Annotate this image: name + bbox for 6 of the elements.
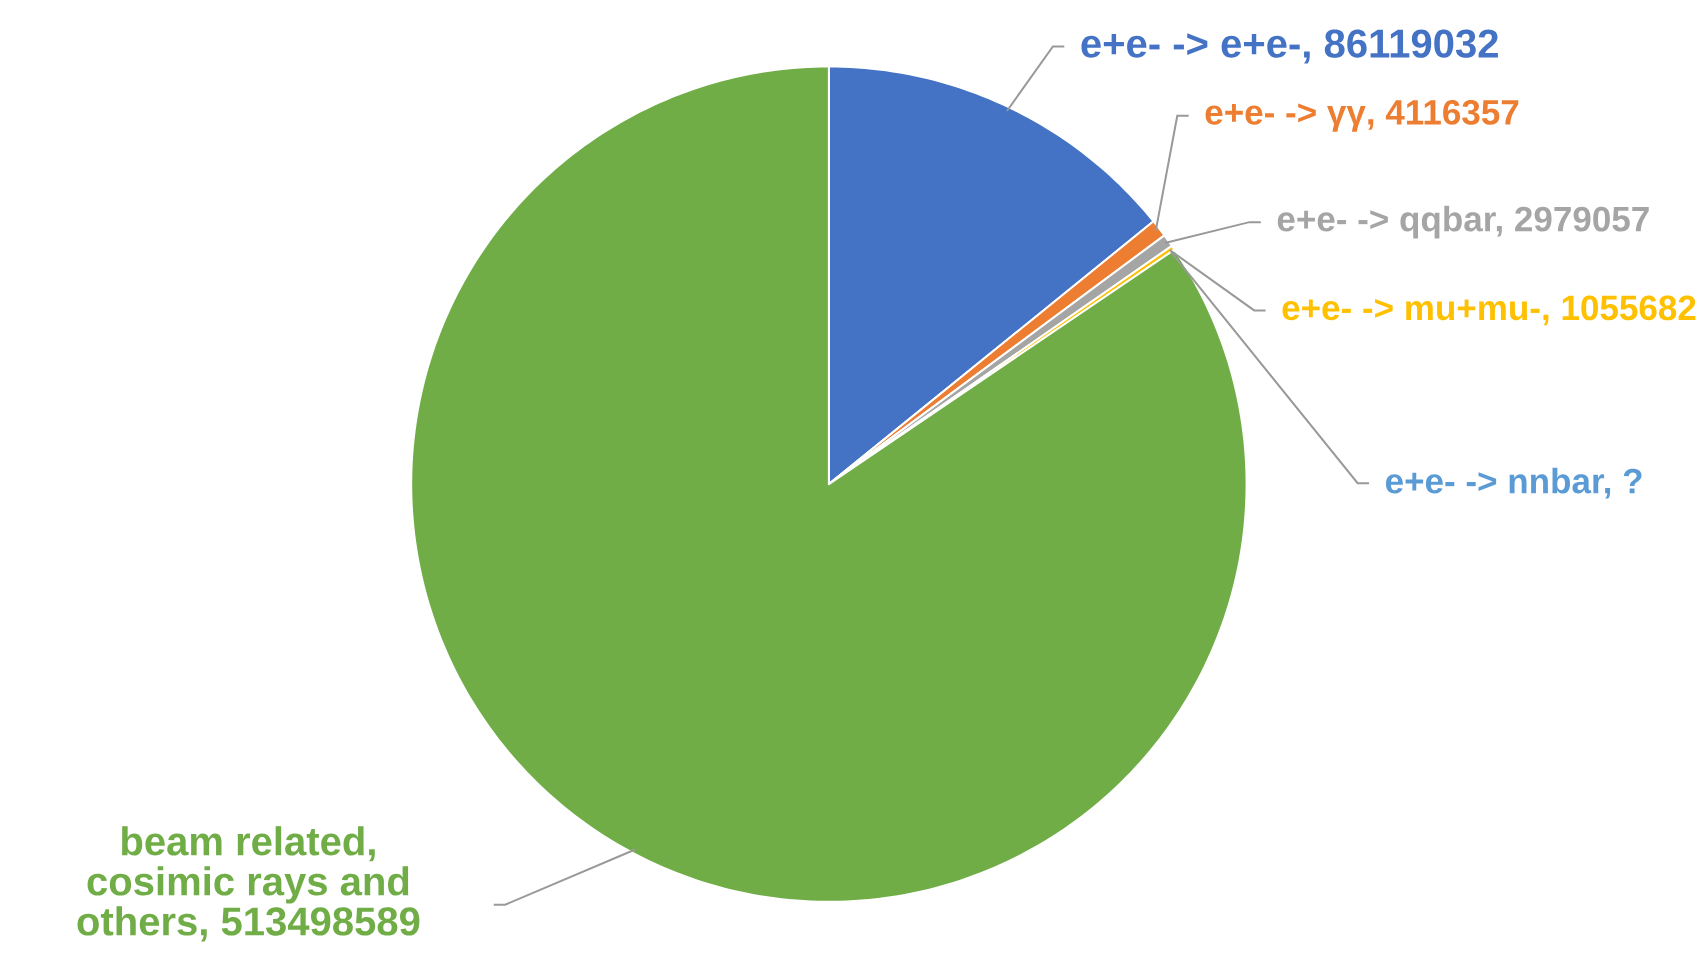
slice-label: beam related, cosimic rays and others, 513498589 [77, 826, 420, 942]
slice-label: e+e- -> e+e-, 86119032 [1081, 29, 1498, 64]
slice-label: e+e- -> mu+mu-, 1055682 [1282, 295, 1696, 326]
category-label: e+e- -> nnbar, ? [1385, 468, 1642, 499]
slice-label: e+e- -> qqbar, 2979057 [1277, 206, 1649, 239]
slice-label: e+e- -> γγ, 4116357 [1205, 100, 1519, 132]
